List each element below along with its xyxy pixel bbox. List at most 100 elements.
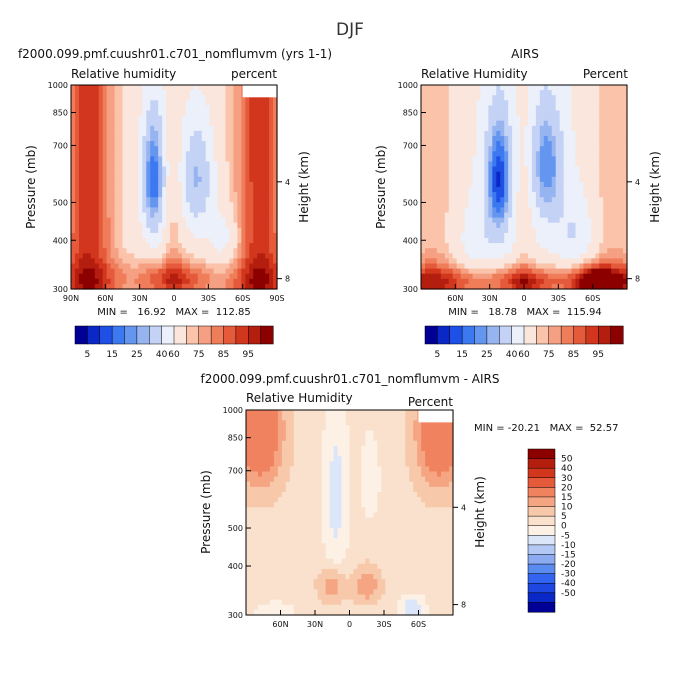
heatmap-cell	[185, 222, 191, 229]
heatmap-cell	[261, 243, 266, 249]
heatmap-cell	[440, 110, 446, 117]
heatmap-cell	[177, 283, 183, 290]
heatmap-cell	[444, 187, 450, 193]
heatmap-cell	[460, 243, 466, 249]
heatmap-cell	[468, 100, 474, 106]
heatmap-cell	[615, 192, 620, 198]
heatmap-cell	[185, 161, 191, 168]
heatmap-cell	[579, 95, 585, 101]
heatmap-cell	[74, 176, 80, 183]
heatmap-cell	[436, 263, 442, 270]
heatmap-cell	[71, 181, 76, 188]
heatmap-cell	[146, 232, 151, 239]
heatmap-cell	[126, 161, 132, 168]
heatmap-cell	[177, 141, 183, 147]
heatmap-cell	[134, 161, 139, 168]
heatmap-cell	[472, 243, 478, 249]
heatmap-cell	[424, 197, 430, 203]
heatmap-cell	[193, 85, 199, 91]
heatmap-cell	[456, 110, 462, 117]
heatmap-cell	[229, 110, 235, 117]
heatmap-cell	[619, 268, 624, 275]
heatmap-cell	[484, 120, 489, 127]
heatmap-cell	[197, 85, 203, 91]
heatmap-cell	[444, 258, 450, 265]
heatmap-cell	[551, 120, 557, 127]
heatmap-cell	[265, 430, 271, 437]
heatmap-cell	[432, 187, 438, 193]
heatmap-cell	[118, 90, 124, 96]
heatmap-cell	[233, 248, 238, 254]
heatmap-cell	[432, 105, 438, 112]
heatmap-cell	[193, 217, 199, 224]
heatmap-cell	[193, 95, 199, 101]
heatmap-cell	[249, 425, 255, 432]
heatmap-cell	[440, 146, 446, 152]
heatmap-cell	[181, 217, 187, 224]
heatmap-cell	[539, 187, 545, 193]
heatmap-cell	[261, 420, 267, 426]
heatmap-cell	[118, 120, 124, 127]
heatmap-cell	[571, 222, 577, 229]
heatmap-cell	[265, 100, 270, 106]
heatmap-cell	[253, 278, 258, 285]
heatmap-cell	[221, 227, 227, 234]
heatmap-cell	[488, 253, 493, 259]
heatmap-cell	[146, 268, 151, 275]
heatmap-cell	[166, 95, 171, 101]
heatmap-cell	[464, 166, 470, 173]
heatmap-cell	[229, 258, 235, 265]
heatmap-cell	[516, 95, 521, 101]
heatmap-cell	[237, 171, 242, 178]
heatmap-cell	[516, 85, 521, 91]
heatmap-cell	[500, 202, 505, 208]
heatmap-cell	[619, 161, 624, 168]
heatmap-cell	[154, 85, 159, 91]
heatmap-cell	[583, 110, 588, 117]
heatmap-cell	[217, 222, 223, 229]
heatmap-cell	[492, 273, 497, 280]
heatmap-cell	[484, 192, 489, 198]
heatmap-cell	[504, 161, 509, 168]
heatmap-cell	[146, 171, 151, 178]
heatmap-cell	[225, 120, 231, 127]
heatmap-cell	[472, 222, 478, 229]
heatmap-cell	[440, 202, 446, 208]
heatmap-cell	[603, 192, 608, 198]
heatmap-cell	[170, 146, 175, 152]
heatmap-cell	[265, 95, 270, 101]
heatmap-cell	[500, 253, 505, 259]
heatmap-cell	[535, 125, 541, 132]
heatmap-cell	[301, 410, 307, 416]
heatmap-cell	[114, 156, 120, 163]
heatmap-cell	[452, 192, 458, 198]
heatmap-cell	[357, 440, 363, 447]
heatmap-cell	[197, 207, 203, 214]
heatmap-cell	[579, 171, 585, 178]
heatmap-cell	[472, 268, 478, 275]
heatmap-cell	[181, 258, 187, 265]
heatmap-cell	[468, 263, 474, 270]
heatmap-cell	[154, 273, 159, 280]
heatmap-cell	[189, 136, 195, 142]
heatmap-cell	[118, 278, 124, 285]
heatmap-cell	[480, 263, 485, 270]
heatmap-cell	[531, 85, 537, 91]
heatmap-cell	[599, 243, 604, 249]
heatmap-cell	[201, 181, 207, 188]
heatmap-cell	[444, 100, 450, 106]
heatmap-cell	[241, 278, 246, 285]
heatmap-cell	[166, 202, 171, 208]
heatmap-cell	[567, 222, 573, 229]
heatmap-cell	[401, 415, 406, 421]
heatmap-cell	[480, 253, 485, 259]
heatmap-cell	[166, 130, 171, 137]
heatmap-cell	[444, 120, 450, 127]
heatmap-cell	[78, 197, 84, 203]
heatmap-cell	[245, 217, 250, 224]
heatmap-cell	[86, 192, 92, 198]
heatmap-cell	[265, 258, 270, 265]
heatmap-cell	[575, 125, 581, 132]
heatmap-cell	[524, 253, 529, 259]
heatmap-cell	[345, 466, 351, 473]
